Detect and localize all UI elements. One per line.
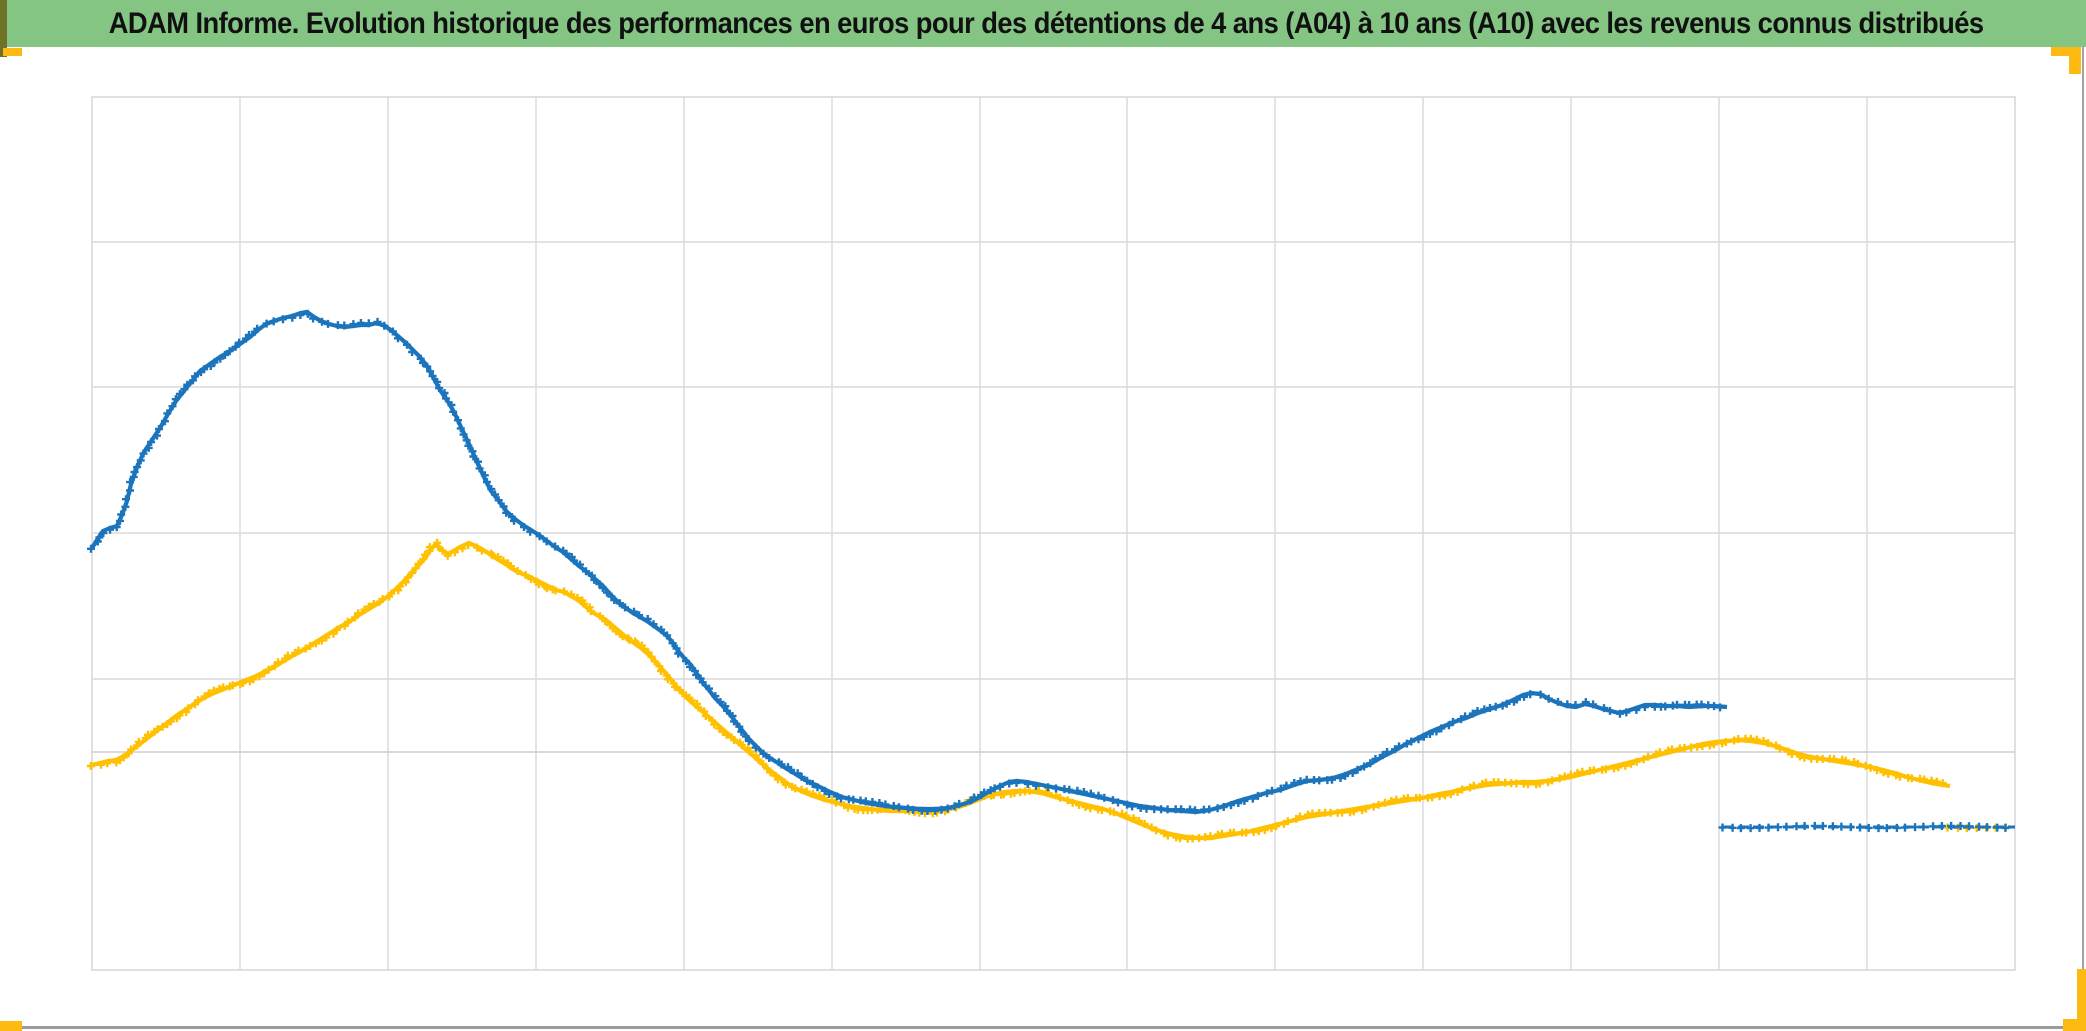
selection-handle-top-right-tab [2069, 47, 2081, 74]
window-bottom-border [0, 1026, 2086, 1029]
selection-handle-bottom-right [2077, 969, 2086, 1031]
selection-handle-top-right [2051, 47, 2081, 56]
window-right-border [2082, 47, 2084, 1031]
chart-title-bar: ADAM Informe. Evolution historique des p… [7, 0, 2086, 47]
window-edge-strip [0, 0, 7, 57]
chart-title: ADAM Informe. Evolution historique des p… [109, 6, 1984, 40]
selection-handle-bottom-right-foot [2063, 1019, 2086, 1031]
selection-handle-bottom-left [0, 1021, 22, 1031]
selection-handle-top-left [3, 48, 22, 56]
